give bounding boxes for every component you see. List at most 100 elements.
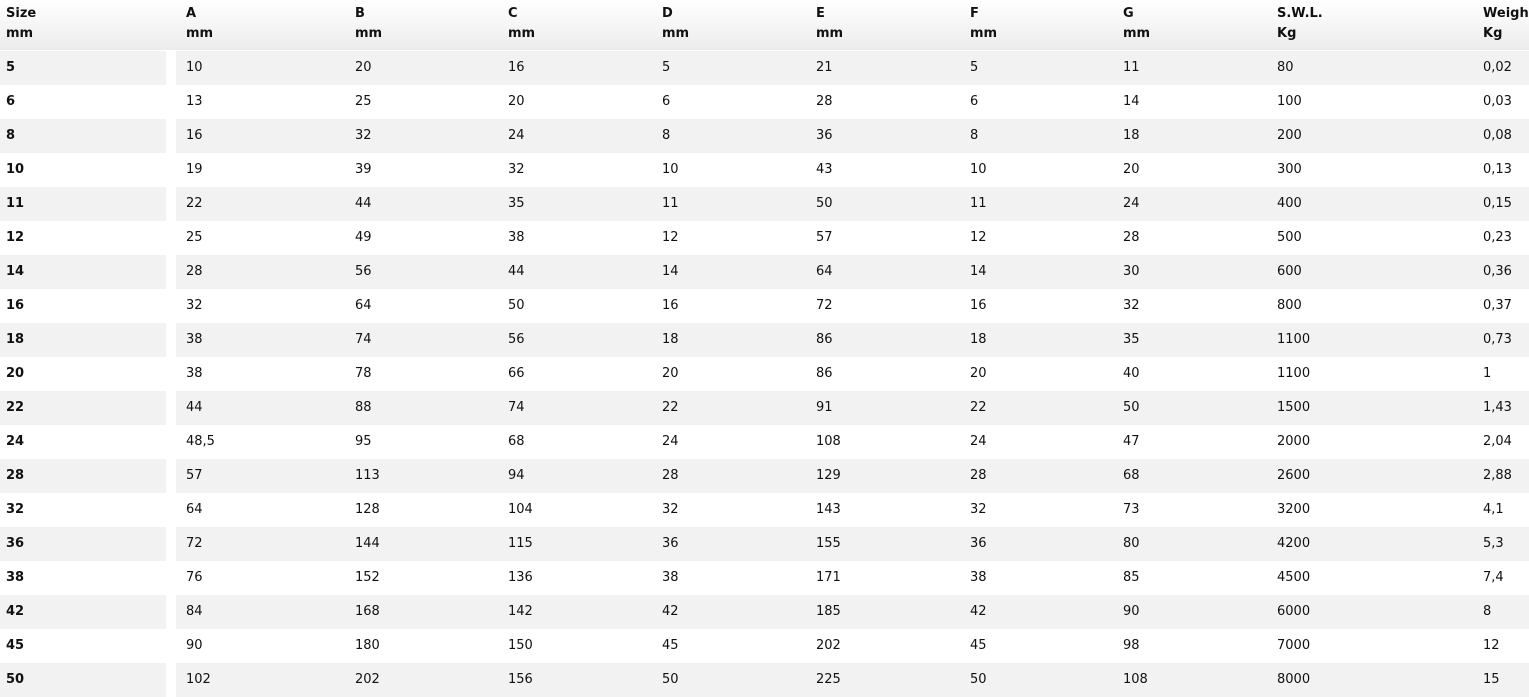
table-cell: 36 xyxy=(662,536,679,551)
table-cell: 64 xyxy=(186,502,203,517)
table-cell: 0,13 xyxy=(1483,162,1512,177)
table-cell: 28 xyxy=(186,264,203,279)
size-cell: 18 xyxy=(6,332,25,347)
table-cell: 64 xyxy=(816,264,833,279)
row-background xyxy=(176,255,1529,289)
table-cell: 20 xyxy=(508,94,525,109)
table-cell: 5 xyxy=(662,60,671,75)
size-cell: 20 xyxy=(6,366,25,381)
table-cell: 45 xyxy=(662,638,679,653)
table-cell: 142 xyxy=(508,604,533,619)
table-cell: 3200 xyxy=(1277,502,1311,517)
table-cell: 10 xyxy=(662,162,679,177)
table-cell: 20 xyxy=(662,366,679,381)
table-cell: 8000 xyxy=(1277,672,1311,687)
table-cell: 10 xyxy=(186,60,203,75)
table-cell: 30 xyxy=(1123,264,1140,279)
header-unit: mm xyxy=(662,26,690,41)
table-cell: 57 xyxy=(816,230,833,245)
table-cell: 2,88 xyxy=(1483,468,1512,483)
table-cell: 50 xyxy=(1123,400,1140,415)
size-cell: 38 xyxy=(6,570,25,585)
table-cell: 44 xyxy=(355,196,372,211)
row-background xyxy=(0,255,166,289)
table-cell: 4200 xyxy=(1277,536,1311,551)
table-cell: 4,1 xyxy=(1483,502,1504,517)
size-cell: 32 xyxy=(6,502,25,517)
table-cell: 38 xyxy=(186,366,203,381)
table-cell: 2,04 xyxy=(1483,434,1512,449)
table-cell: 80 xyxy=(1277,60,1294,75)
table-cell: 171 xyxy=(816,570,841,585)
table-cell: 14 xyxy=(970,264,987,279)
table-cell: 10 xyxy=(970,162,987,177)
table-cell: 85 xyxy=(1123,570,1140,585)
table-cell: 66 xyxy=(508,366,525,381)
size-cell: 28 xyxy=(6,468,25,483)
table-cell: 45 xyxy=(970,638,987,653)
table-cell: 156 xyxy=(508,672,533,687)
table-cell: 64 xyxy=(355,298,372,313)
table-cell: 202 xyxy=(816,638,841,653)
table-cell: 2600 xyxy=(1277,468,1311,483)
table-cell: 86 xyxy=(816,366,833,381)
table-cell: 168 xyxy=(355,604,380,619)
table-cell: 28 xyxy=(816,94,833,109)
table-cell: 44 xyxy=(508,264,525,279)
table-cell: 57 xyxy=(186,468,203,483)
table-cell: 32 xyxy=(186,298,203,313)
header-label: B xyxy=(355,6,365,21)
table-cell: 12 xyxy=(970,230,987,245)
table-cell: 7000 xyxy=(1277,638,1311,653)
table-cell: 50 xyxy=(816,196,833,211)
table-cell: 76 xyxy=(186,570,203,585)
row-background xyxy=(176,323,1529,357)
table-cell: 42 xyxy=(662,604,679,619)
table-cell: 6 xyxy=(970,94,979,109)
table-cell: 38 xyxy=(508,230,525,245)
table-cell: 38 xyxy=(186,332,203,347)
size-cell: 24 xyxy=(6,434,25,449)
row-background xyxy=(176,527,1529,561)
table-cell: 16 xyxy=(186,128,203,143)
table-cell: 22 xyxy=(970,400,987,415)
header-unit: mm xyxy=(1123,26,1151,41)
table-cell: 44 xyxy=(186,400,203,415)
table-cell: 22 xyxy=(186,196,203,211)
header-label: S.W.L. xyxy=(1277,6,1323,21)
table-cell: 73 xyxy=(1123,502,1140,517)
size-cell: 45 xyxy=(6,638,25,653)
table-cell: 56 xyxy=(508,332,525,347)
table-cell: 200 xyxy=(1277,128,1302,143)
table-cell: 22 xyxy=(662,400,679,415)
table-cell: 150 xyxy=(508,638,533,653)
table-cell: 50 xyxy=(508,298,525,313)
table-cell: 11 xyxy=(662,196,679,211)
table-cell: 5,3 xyxy=(1483,536,1504,551)
table-cell: 36 xyxy=(816,128,833,143)
table-cell: 1100 xyxy=(1277,366,1311,381)
row-background xyxy=(0,527,166,561)
table-cell: 0,03 xyxy=(1483,94,1512,109)
table-cell: 0,08 xyxy=(1483,128,1512,143)
table-cell: 24 xyxy=(662,434,679,449)
table-cell: 155 xyxy=(816,536,841,551)
table-cell: 18 xyxy=(970,332,987,347)
table-cell: 0,37 xyxy=(1483,298,1512,313)
row-background xyxy=(0,391,166,425)
table-cell: 20 xyxy=(355,60,372,75)
header-label: A xyxy=(186,6,197,21)
table-cell: 202 xyxy=(355,672,380,687)
size-cell: 50 xyxy=(6,672,25,687)
header-unit: mm xyxy=(355,26,383,41)
size-cell: 11 xyxy=(6,196,25,211)
table-cell: 104 xyxy=(508,502,533,517)
table-cell: 2000 xyxy=(1277,434,1311,449)
table-header xyxy=(0,0,1529,50)
table-cell: 74 xyxy=(355,332,372,347)
table-cell: 11 xyxy=(970,196,987,211)
row-background xyxy=(0,459,166,493)
table-cell: 24 xyxy=(1123,196,1140,211)
table-cell: 300 xyxy=(1277,162,1302,177)
table-cell: 24 xyxy=(970,434,987,449)
